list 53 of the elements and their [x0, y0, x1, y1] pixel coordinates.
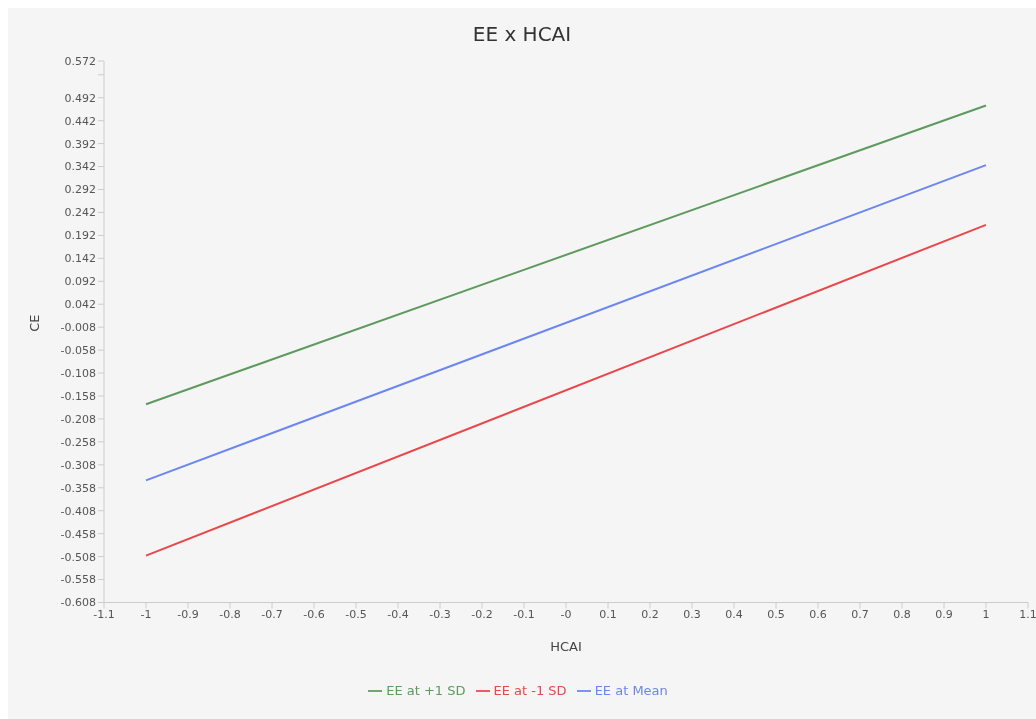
y-tick-label: -0.358 [60, 481, 96, 495]
x-tick-label: -0.1 [513, 608, 535, 622]
x-tick-label: 1 [982, 608, 990, 622]
y-tick-label: 0.242 [64, 206, 96, 220]
y-tick-label: -0.208 [60, 412, 96, 426]
y-tick-label: 0.392 [64, 137, 96, 151]
x-tick-label: -0.3 [429, 608, 451, 622]
x-tick-label: -0.6 [303, 608, 325, 622]
x-tick-label: 1.1 [1019, 608, 1036, 622]
y-tick-label: -0.258 [60, 435, 96, 449]
x-tick-label: -1 [140, 608, 152, 622]
chart-title: EE x HCAI [471, 22, 573, 46]
legend-label: EE at -1 SD [493, 682, 567, 698]
x-axis-title: HCAI [550, 638, 582, 654]
y-tick-label: -0.308 [60, 458, 96, 472]
x-tick-label: -0.5 [345, 608, 367, 622]
x-tick-label: -0.4 [387, 608, 409, 622]
y-tick-label: 0.442 [64, 114, 96, 128]
y-tick-label: -0.608 [60, 596, 96, 610]
y-tick-label: -0.558 [60, 573, 96, 587]
legend-label: EE at Mean [594, 682, 668, 698]
x-tick-label: 0.8 [893, 608, 911, 622]
x-tick-label: -0.2 [471, 608, 493, 622]
y-tick-label: 0.492 [64, 91, 96, 105]
y-tick-label: 0.572 [64, 54, 96, 68]
y-tick-label: -0.408 [60, 504, 96, 518]
y-tick-label: 0.042 [64, 298, 96, 312]
y-tick-label: -0.108 [60, 366, 96, 380]
y-tick-label: 0.142 [64, 252, 96, 266]
x-tick-label: 0.3 [683, 608, 701, 622]
x-tick-label: -0.9 [177, 608, 199, 622]
x-tick-label: 0.4 [725, 608, 743, 622]
y-tick-label: 0.092 [64, 275, 96, 289]
x-tick-label: 0.7 [851, 608, 869, 622]
y-tick-label: 0.292 [64, 183, 96, 197]
y-tick-label: -0.008 [60, 321, 96, 335]
legend-label: EE at +1 SD [386, 682, 466, 698]
x-tick-label: -0.8 [219, 608, 241, 622]
y-tick-label: 0.342 [64, 160, 96, 174]
x-tick-label: -1.1 [93, 608, 115, 622]
x-tick-label: 0.5 [767, 608, 785, 622]
y-tick-label: -0.508 [60, 550, 96, 564]
x-tick-label: -0.7 [261, 608, 283, 622]
x-tick-label: 0.6 [809, 608, 827, 622]
y-tick-label: 0.192 [64, 229, 96, 243]
y-tick-label: -0.158 [60, 389, 96, 403]
x-tick-label: -0 [560, 608, 572, 622]
y-axis-title: CE [26, 314, 42, 332]
y-tick-label: -0.058 [60, 344, 96, 358]
x-tick-label: 0.2 [641, 608, 659, 622]
x-tick-label: 0.9 [935, 608, 953, 622]
x-tick-label: 0.1 [599, 608, 617, 622]
y-tick-label: -0.458 [60, 527, 96, 541]
